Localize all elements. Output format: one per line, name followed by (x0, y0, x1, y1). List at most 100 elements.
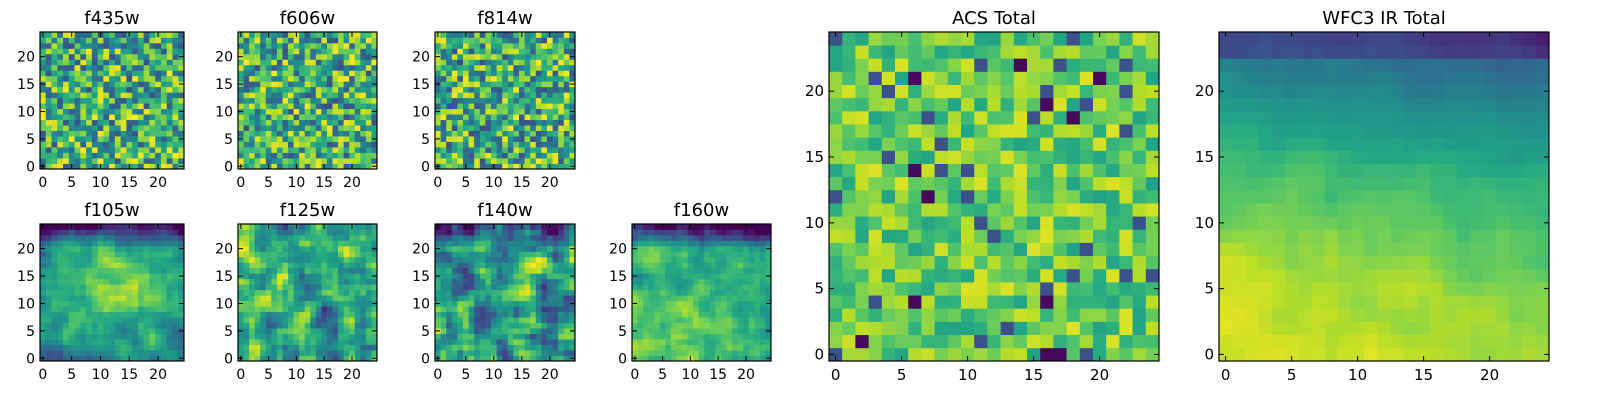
heatmap-cell (569, 130, 576, 137)
heatmap-cell (759, 355, 766, 362)
heatmap-cell (120, 355, 127, 362)
heatmap-cell (40, 240, 47, 247)
heatmap-cell (282, 245, 289, 252)
heatmap-cell (868, 282, 883, 296)
heatmap-cell (299, 48, 306, 55)
heatmap-cell (709, 300, 716, 307)
heatmap-cell (343, 311, 350, 318)
heatmap-cell (254, 278, 261, 285)
heatmap-cell (974, 216, 988, 230)
y-tick-label: 5 (26, 324, 35, 340)
heatmap-cell (754, 289, 761, 296)
heatmap-cell (558, 75, 565, 82)
x-tick-label: 20 (149, 367, 167, 383)
heatmap-cell (855, 189, 869, 204)
heatmap-cell (143, 163, 150, 170)
heatmap-cell (349, 317, 356, 323)
heatmap-cell (249, 289, 256, 296)
heatmap-cell (260, 103, 267, 110)
heatmap-cell (132, 136, 139, 142)
y-tick-label: 20 (609, 242, 627, 258)
heatmap-cell (682, 251, 688, 258)
heatmap-cell (109, 240, 116, 247)
heatmap-cell (693, 278, 700, 285)
heatmap-cell (354, 289, 361, 296)
heatmap-cell (137, 311, 145, 318)
heatmap-cell (1066, 308, 1081, 322)
heatmap-cell (166, 278, 173, 285)
heatmap-cell (987, 282, 1001, 296)
heatmap-cell (238, 158, 244, 164)
heatmap-cell (282, 333, 289, 340)
heatmap-cell (103, 163, 110, 170)
heatmap-cell (332, 251, 339, 258)
heatmap-cell (1027, 321, 1041, 336)
heatmap-cell (457, 311, 464, 318)
heatmap-cell (541, 53, 548, 60)
heatmap-cell (687, 245, 694, 252)
heatmap-cell (310, 70, 317, 77)
heatmap-cell (254, 119, 261, 126)
heatmap-cell (654, 300, 661, 307)
heatmap-cell (1145, 308, 1160, 322)
heatmap-cell (868, 308, 883, 322)
heatmap-cell (254, 333, 261, 340)
heatmap-cell (282, 339, 289, 345)
heatmap-cell (709, 251, 716, 258)
heatmap-cell (732, 289, 738, 296)
heatmap-cell (524, 136, 531, 142)
heatmap-cell (519, 92, 525, 99)
heatmap-cell (765, 322, 772, 329)
heatmap-cell (338, 344, 344, 351)
heatmap-cell (974, 203, 988, 217)
heatmap-cell (172, 229, 179, 236)
heatmap-cell (276, 125, 283, 131)
heatmap-cell (304, 240, 311, 247)
heatmap-cell (457, 256, 464, 263)
heatmap-cell (881, 189, 896, 204)
heatmap-cell (68, 119, 75, 126)
heatmap-cell (326, 42, 333, 49)
heatmap-cell (86, 300, 93, 307)
heatmap-cell (51, 355, 58, 362)
heatmap-cell (704, 328, 711, 334)
heatmap-cell (254, 262, 261, 269)
heatmap-cell (463, 333, 469, 340)
heatmap-cell (547, 114, 553, 121)
heatmap-cell (1040, 242, 1054, 257)
heatmap-cell (908, 203, 922, 217)
heatmap-cell (178, 339, 185, 345)
heatmap-cell (360, 234, 367, 241)
heatmap-cell (552, 284, 559, 291)
heatmap-cell (293, 75, 300, 82)
heatmap-cell (103, 114, 110, 121)
heatmap-cell (474, 103, 481, 110)
heatmap-cell (68, 114, 75, 121)
heatmap-cell (155, 339, 162, 345)
heatmap-cell (637, 344, 644, 351)
heatmap-cell (829, 216, 843, 230)
heatmap-cell (1013, 347, 1028, 362)
heatmap-cell (457, 267, 464, 274)
heatmap-cell (265, 130, 272, 137)
heatmap-cell (86, 234, 93, 241)
heatmap-cell (63, 234, 70, 241)
heatmap-cell (103, 152, 110, 159)
heatmap-cell (676, 322, 683, 329)
heatmap-cell (463, 317, 469, 323)
heatmap-cell (51, 295, 58, 302)
heatmap-cell (40, 125, 47, 131)
heatmap-cell (276, 278, 283, 285)
heatmap-cell (698, 300, 705, 307)
heatmap-cell (97, 97, 104, 104)
heatmap-cell (748, 333, 755, 340)
heatmap-cell (260, 224, 267, 230)
heatmap-cell (440, 256, 447, 263)
heatmap-cell (665, 289, 672, 296)
heatmap-cell (178, 295, 185, 302)
heatmap-cell (354, 295, 361, 302)
heatmap-cell (726, 322, 733, 329)
heatmap-cell (715, 278, 722, 285)
heatmap-cell (496, 344, 503, 351)
